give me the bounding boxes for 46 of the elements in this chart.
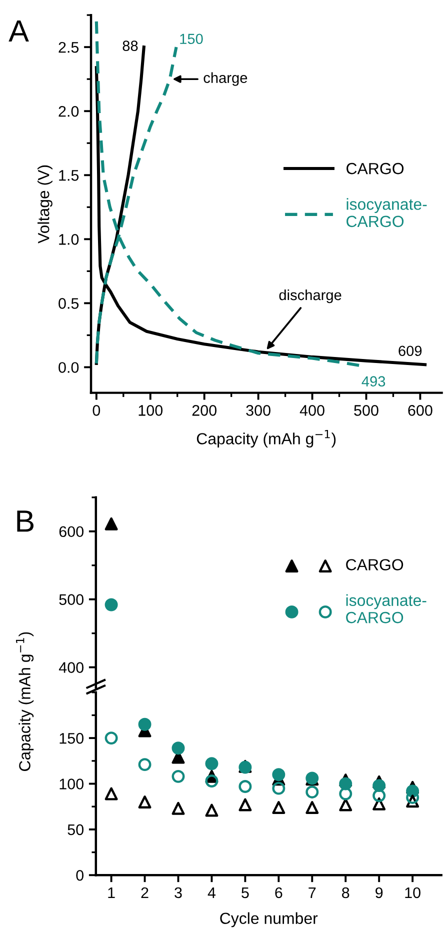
legend-label: CARGO [346, 559, 404, 570]
chart-title: A [8, 20, 29, 42]
x-tick-label: 100 [138, 405, 163, 416]
y-axis-title: Voltage (V) [38, 165, 52, 244]
legend-label: CARGO [346, 162, 404, 174]
x-tick-label: 1 [108, 887, 115, 898]
y-tick-label: 600 [59, 526, 84, 538]
y-tick-label: 400 [58, 662, 84, 673]
y-tick-label: 2.0 [58, 106, 79, 117]
x-axis-title: Cycle number [220, 912, 318, 928]
annotation: 493 [362, 376, 386, 387]
annotation: 150 [180, 34, 203, 44]
y-tick-label: 0.5 [58, 298, 79, 309]
x-tick-label: 10 [405, 887, 420, 898]
y-tick-label: 500 [59, 594, 84, 605]
x-tick-label: 500 [354, 405, 378, 416]
y-axis-title: Capacity (mAh g$^{−1}$) [16, 632, 34, 771]
y-tick-label: 0.0 [58, 362, 79, 373]
x-tick-label: 3 [174, 887, 182, 898]
legend-label: isocyanate- CARGO [346, 198, 427, 228]
x-tick-label: 4 [208, 887, 216, 898]
y-tick-label: 1.0 [59, 234, 79, 245]
y-tick-label: 2.5 [58, 42, 79, 53]
chart-title: B [17, 510, 34, 532]
x-tick-label: 8 [342, 887, 350, 898]
y-tick-label: 150 [60, 732, 84, 744]
x-tick-label: 200 [192, 405, 216, 416]
x-tick-label: 7 [308, 887, 316, 898]
x-tick-label: 0 [92, 405, 100, 416]
y-tick-label: 1.5 [59, 170, 79, 181]
y-tick-label: 0 [76, 870, 84, 881]
legend-label: isocyanate- CARGO [346, 594, 426, 624]
annotation: charge [204, 72, 248, 86]
x-tick-label: 5 [242, 887, 249, 898]
annotation: 609 [398, 346, 422, 356]
x-tick-label: 600 [408, 405, 432, 416]
x-tick-label: 6 [275, 887, 282, 898]
x-tick-label: 9 [376, 887, 383, 898]
y-tick-label: 50 [68, 824, 84, 836]
x-axis-title: Capacity (mAh g$^{−1}$) [196, 430, 336, 448]
annotation: discharge [279, 289, 342, 304]
x-tick-label: 2 [141, 887, 148, 898]
annotation: 88 [122, 40, 138, 51]
x-tick-label: 400 [300, 405, 324, 416]
y-tick-label: 100 [60, 778, 84, 790]
x-tick-label: 300 [246, 405, 270, 416]
